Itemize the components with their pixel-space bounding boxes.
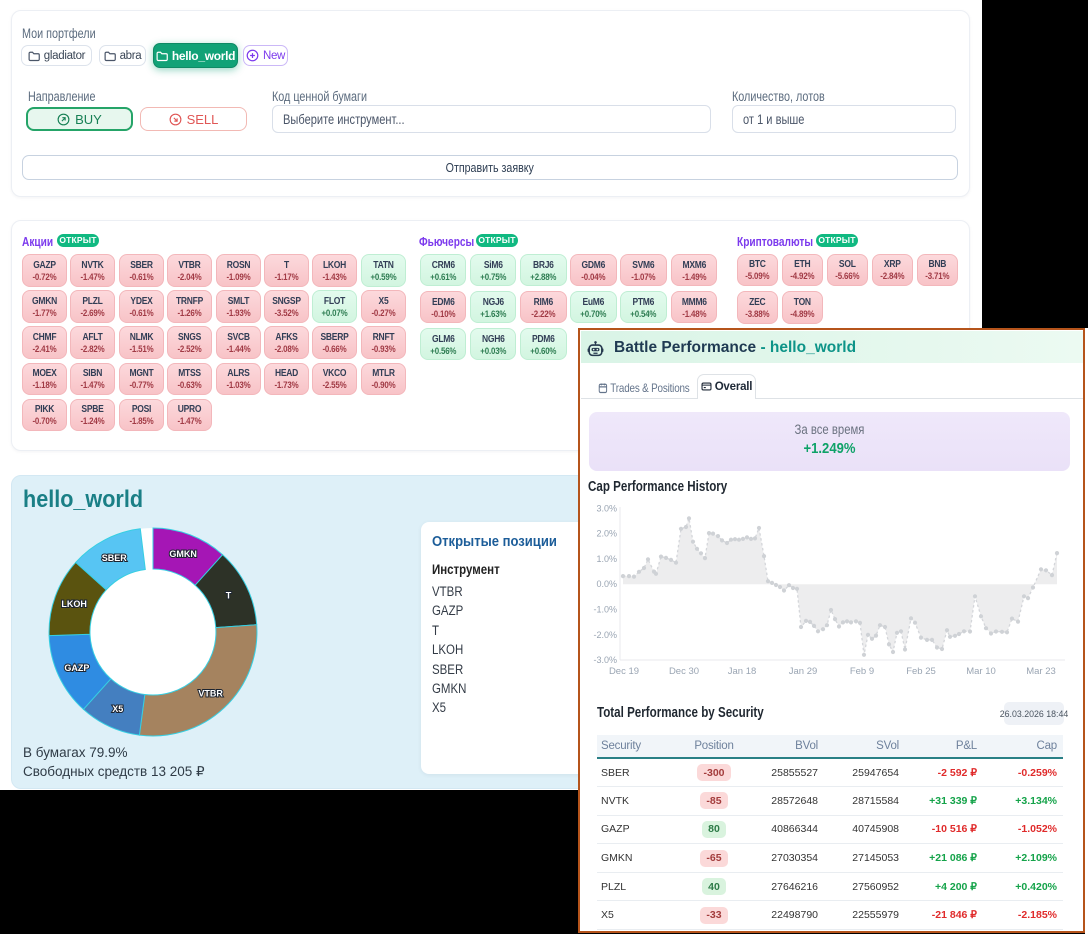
svg-text:VTBR: VTBR: [198, 689, 223, 699]
svg-text:Mar 10: Mar 10: [966, 666, 996, 677]
svg-text:-2.0%: -2.0%: [593, 630, 617, 640]
svg-text:T: T: [226, 591, 232, 601]
svg-text:Mar 23: Mar 23: [1026, 666, 1056, 677]
svg-text:Dec 30: Dec 30: [669, 666, 699, 677]
svg-text:Feb 25: Feb 25: [906, 666, 936, 677]
svg-text:X5: X5: [112, 704, 123, 714]
svg-text:-1.0%: -1.0%: [593, 605, 617, 615]
svg-text:Dec 19: Dec 19: [609, 666, 639, 677]
svg-text:0.0%: 0.0%: [596, 579, 617, 589]
svg-text:LKOH: LKOH: [61, 599, 87, 609]
svg-text:GAZP: GAZP: [64, 663, 89, 673]
svg-text:Jan 18: Jan 18: [728, 666, 757, 677]
svg-text:-3.0%: -3.0%: [593, 655, 617, 665]
svg-text:Jan 29: Jan 29: [789, 666, 818, 677]
svg-text:1.0%: 1.0%: [596, 554, 617, 564]
svg-text:SBER: SBER: [102, 553, 128, 563]
svg-text:2.0%: 2.0%: [596, 529, 617, 539]
svg-text:3.0%: 3.0%: [596, 503, 617, 513]
svg-text:GMKN: GMKN: [169, 549, 197, 559]
svg-text:Feb 9: Feb 9: [850, 666, 874, 677]
